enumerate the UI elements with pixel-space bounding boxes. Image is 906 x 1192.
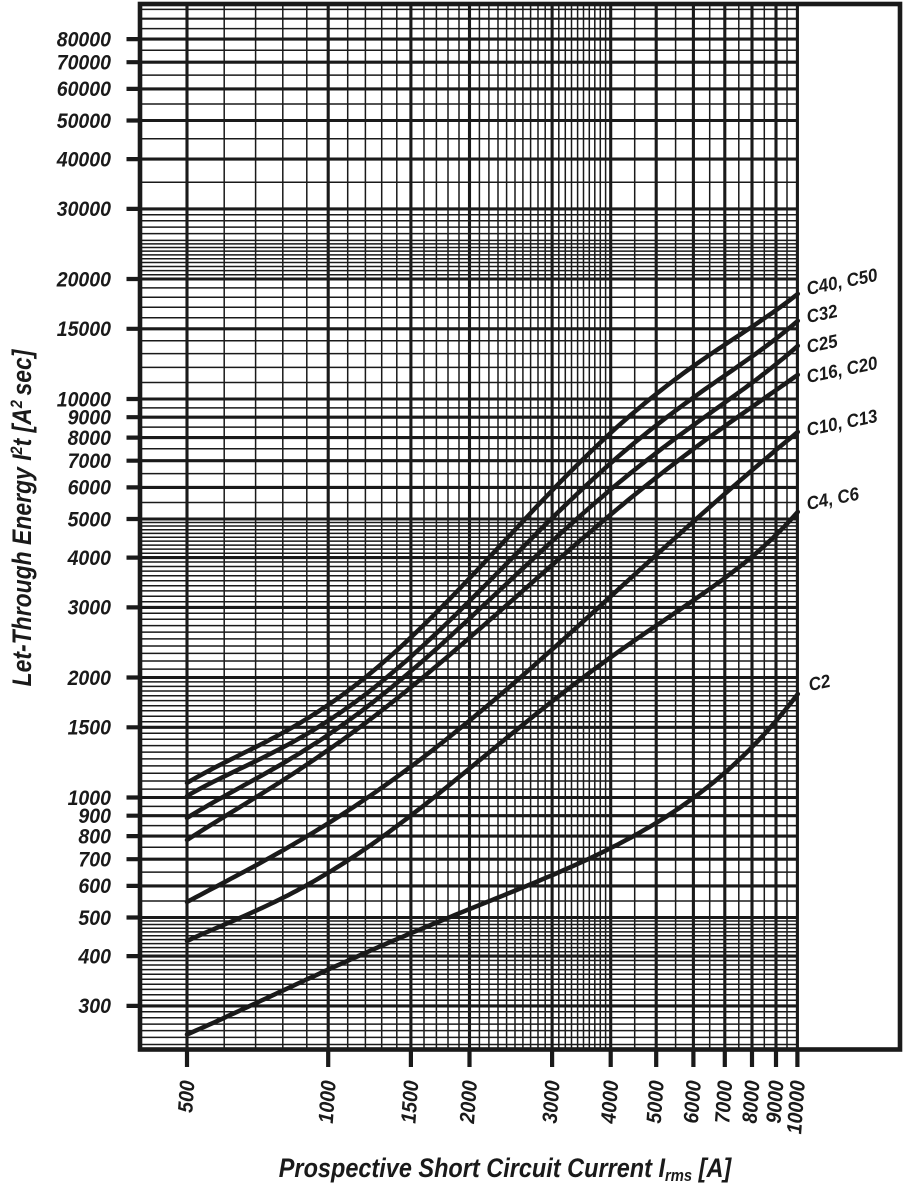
svg-text:80000: 80000 <box>57 29 112 52</box>
svg-text:7000: 7000 <box>68 450 112 473</box>
svg-text:8000: 8000 <box>739 1079 765 1124</box>
svg-text:300: 300 <box>78 996 111 1019</box>
svg-text:10000: 10000 <box>784 1079 811 1135</box>
svg-text:1500: 1500 <box>68 717 112 740</box>
svg-text:700: 700 <box>78 849 111 872</box>
svg-text:60000: 60000 <box>57 79 112 102</box>
svg-text:500: 500 <box>78 907 111 930</box>
svg-text:400: 400 <box>77 946 111 969</box>
svg-text:C2: C2 <box>807 670 833 695</box>
svg-text:6000: 6000 <box>680 1079 706 1124</box>
svg-text:5000: 5000 <box>68 509 112 532</box>
svg-text:6000: 6000 <box>68 477 112 500</box>
svg-text:1000: 1000 <box>68 787 112 810</box>
svg-text:40000: 40000 <box>56 149 112 172</box>
svg-text:70000: 70000 <box>57 52 112 75</box>
svg-text:1000: 1000 <box>315 1079 341 1124</box>
svg-text:5000: 5000 <box>643 1079 669 1124</box>
svg-text:2000: 2000 <box>67 667 112 690</box>
svg-text:900: 900 <box>78 805 111 828</box>
svg-text:4000: 4000 <box>597 1079 623 1125</box>
svg-text:1500: 1500 <box>398 1079 424 1124</box>
svg-text:8000: 8000 <box>68 427 112 450</box>
svg-text:Let-Through Energy I2t [A2 sec: Let-Through Energy I2t [A2 sec] <box>7 348 37 686</box>
svg-text:10000: 10000 <box>57 389 112 412</box>
svg-text:600: 600 <box>78 876 111 899</box>
svg-text:3000: 3000 <box>539 1079 565 1124</box>
svg-text:7000: 7000 <box>712 1079 738 1124</box>
svg-text:9000: 9000 <box>68 407 112 430</box>
svg-text:20000: 20000 <box>56 269 112 292</box>
svg-text:Prospective Short Circuit Curr: Prospective Short Circuit Current Irms [… <box>279 1154 733 1186</box>
svg-text:500: 500 <box>175 1079 200 1113</box>
svg-text:15000: 15000 <box>57 318 112 341</box>
svg-text:50000: 50000 <box>57 110 112 133</box>
svg-text:800: 800 <box>78 826 111 849</box>
svg-text:9000: 9000 <box>763 1079 789 1124</box>
svg-text:2000: 2000 <box>456 1079 482 1125</box>
svg-text:4000: 4000 <box>67 547 112 570</box>
svg-text:30000: 30000 <box>57 199 112 222</box>
svg-text:3000: 3000 <box>68 597 112 620</box>
